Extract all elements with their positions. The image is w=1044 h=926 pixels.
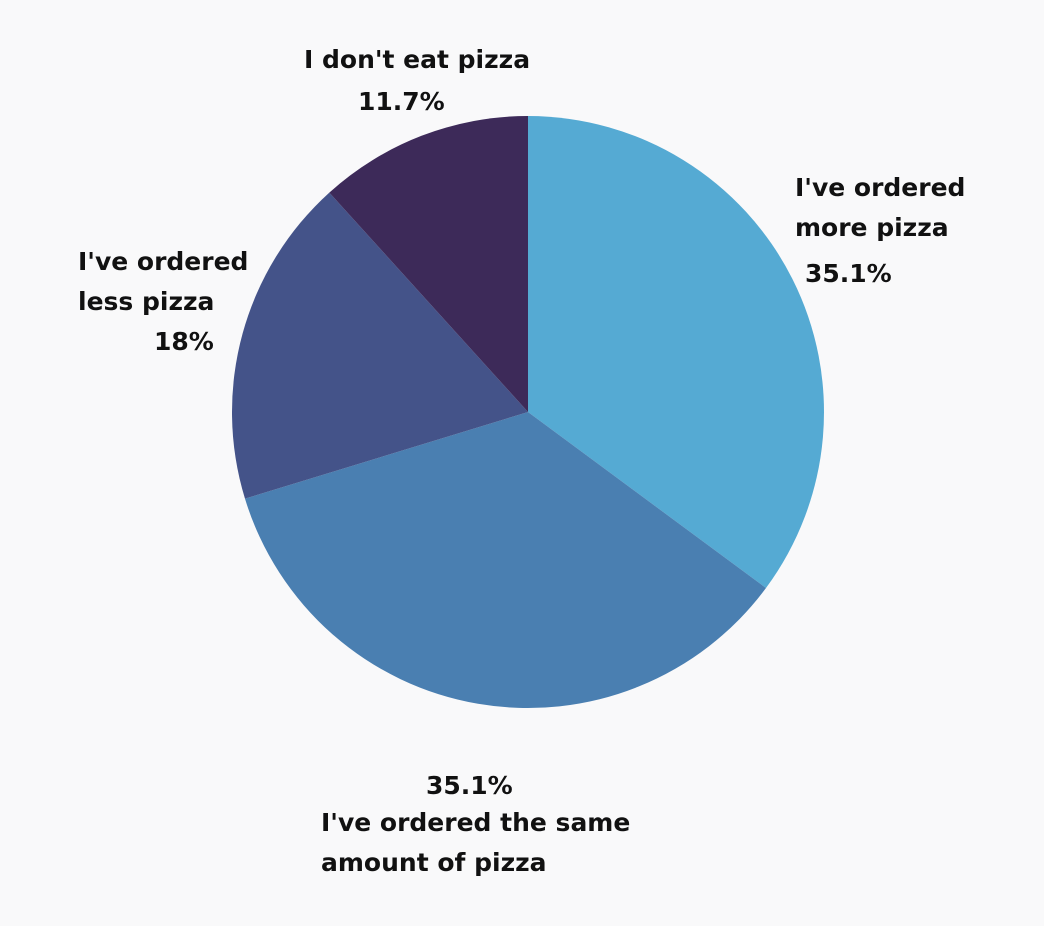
slice-value-no-pizza: 11.7% — [358, 87, 445, 116]
slice-label-same-pizza-line-2: amount of pizza — [321, 848, 547, 877]
pie-slice-more-pizza — [528, 116, 824, 589]
slice-label-same-pizza: I've ordered the same amount of pizza — [321, 808, 639, 877]
slice-label-less-pizza-line-1: I've ordered — [78, 247, 248, 276]
slice-labels: I've ordered more pizza 35.1% 35.1% I've… — [78, 45, 974, 877]
slice-label-less-pizza-line-2: less pizza — [78, 287, 214, 316]
pie-slices — [231, 116, 824, 709]
slice-value-same-pizza: 35.1% — [426, 771, 513, 800]
slice-label-more-pizza: I've ordered more pizza — [795, 173, 974, 242]
slice-value-more-pizza: 35.1% — [805, 259, 892, 288]
slice-label-no-pizza: I don't eat pizza — [304, 45, 530, 74]
slice-value-less-pizza: 18% — [154, 327, 214, 356]
slice-label-more-pizza-line-2: more pizza — [795, 213, 949, 242]
pie-slice-same-pizza — [244, 412, 766, 709]
slice-label-less-pizza: I've ordered less pizza — [78, 247, 257, 316]
pie-slice-less-pizza — [231, 192, 528, 499]
slice-label-more-pizza-line-1: I've ordered — [795, 173, 965, 202]
slice-label-same-pizza-line-1: I've ordered the same — [321, 808, 630, 837]
pie-slice-no-pizza — [329, 116, 528, 412]
